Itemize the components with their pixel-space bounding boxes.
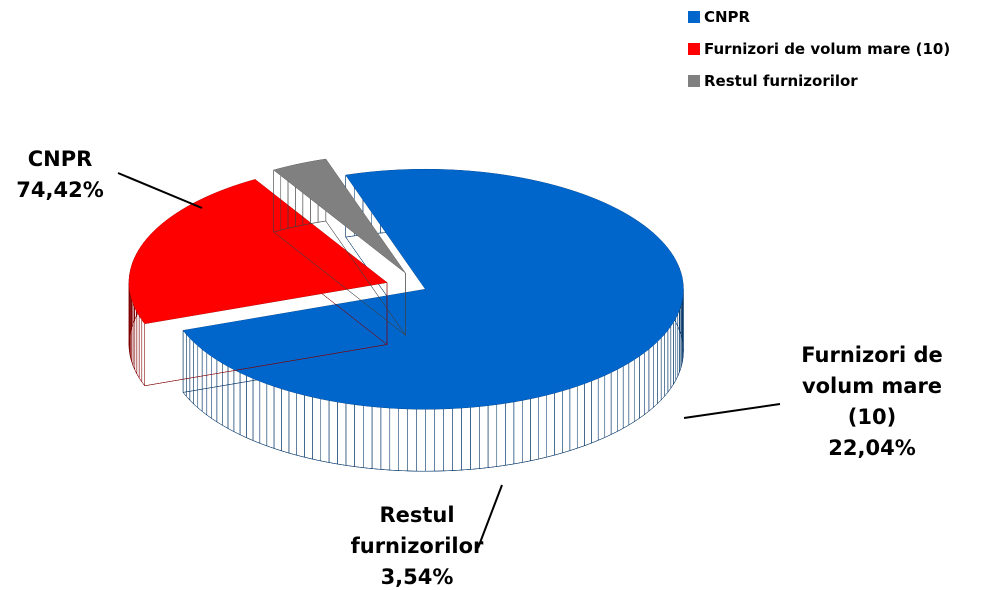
leader-line <box>683 403 781 419</box>
slice <box>183 169 684 410</box>
category-label: Furnizori de volum mare (10) <box>801 343 943 429</box>
value-label: 22,04% <box>828 436 916 460</box>
legend-label: CNPR <box>704 8 751 26</box>
legend-swatch <box>688 75 700 87</box>
leader-line <box>117 172 203 209</box>
data-label: Furnizori de volum mare (10) 22,04% <box>782 340 962 464</box>
legend-swatch <box>688 43 700 55</box>
data-label: Restul furnizorilor 3,54% <box>332 500 502 590</box>
category-label: Restul furnizorilor <box>350 503 484 558</box>
legend-entry: CNPR <box>688 8 750 26</box>
slice <box>129 179 387 324</box>
data-label: CNPR 74,42% <box>0 144 120 206</box>
legend-entry: Furnizori de volum mare (10) <box>688 40 950 58</box>
legend-swatch <box>688 11 700 23</box>
slice <box>273 159 406 274</box>
legend-entry: Restul furnizorilor <box>688 72 858 90</box>
leader-line <box>477 484 503 549</box>
value-label: 3,54% <box>380 565 454 589</box>
value-label: 74,42% <box>16 178 104 202</box>
category-label: CNPR <box>27 147 93 171</box>
legend-label: Furnizori de volum mare (10) <box>704 40 951 58</box>
legend-label: Restul furnizorilor <box>704 72 858 90</box>
